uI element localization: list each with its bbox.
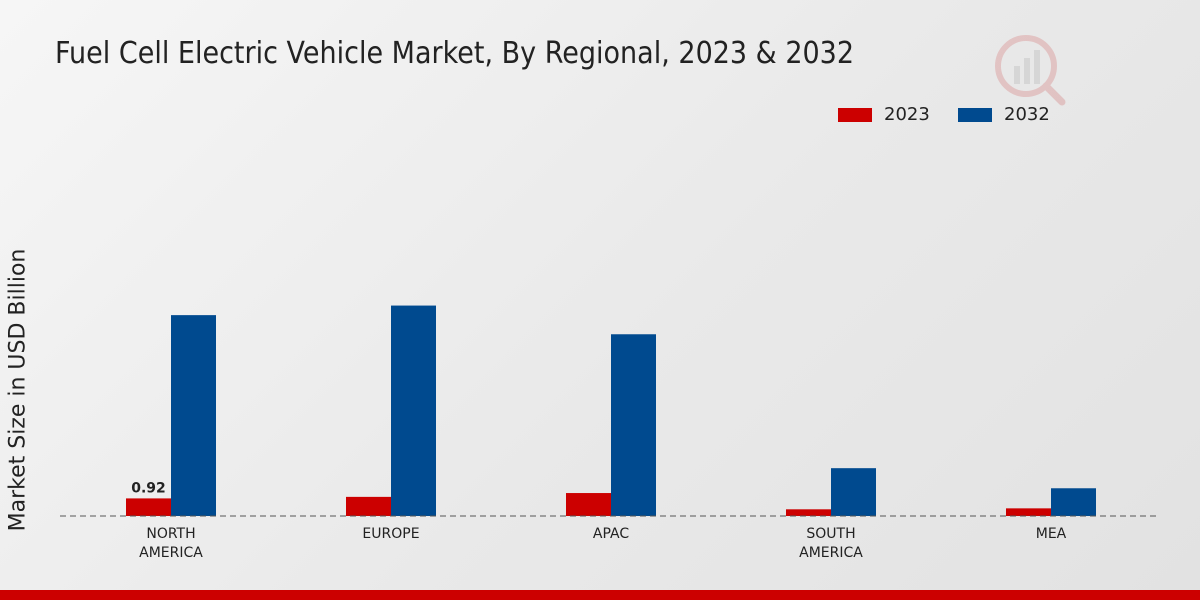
x-tick-label: MEA [1036, 526, 1067, 542]
bar-2023-mea [1006, 508, 1051, 516]
x-tick-label: EUROPE [362, 526, 419, 542]
legend-label-2023: 2023 [884, 104, 930, 125]
chart-title: Fuel Cell Electric Vehicle Market, By Re… [55, 36, 855, 71]
bar-2032-mea [1051, 488, 1096, 516]
bar-2023-europe [346, 496, 391, 516]
bar-2023-apac [566, 493, 611, 516]
legend-item-2032: 2032 [958, 104, 1050, 125]
legend-swatch-2023 [838, 107, 872, 122]
bar-2023-south-america [786, 509, 831, 516]
bottom-accent-bar [0, 590, 1200, 600]
bar-2023-north-america [126, 498, 171, 516]
data-label: 0.92 [131, 480, 166, 496]
x-tick-label: SOUTH AMERICA [799, 526, 863, 561]
bar-2032-europe [391, 305, 436, 516]
bar-2032-apac [611, 334, 656, 516]
logo-watermark-icon [995, 35, 1066, 106]
bar-2032-south-america [831, 468, 876, 516]
x-tick-label: APAC [593, 526, 629, 542]
x-tick-label: NORTH AMERICA [139, 526, 203, 561]
bar-2032-north-america [171, 315, 216, 516]
legend-swatch-2032 [958, 107, 992, 122]
legend-item-2023: 2023 [838, 104, 930, 125]
legend-label-2032: 2032 [1004, 104, 1050, 125]
